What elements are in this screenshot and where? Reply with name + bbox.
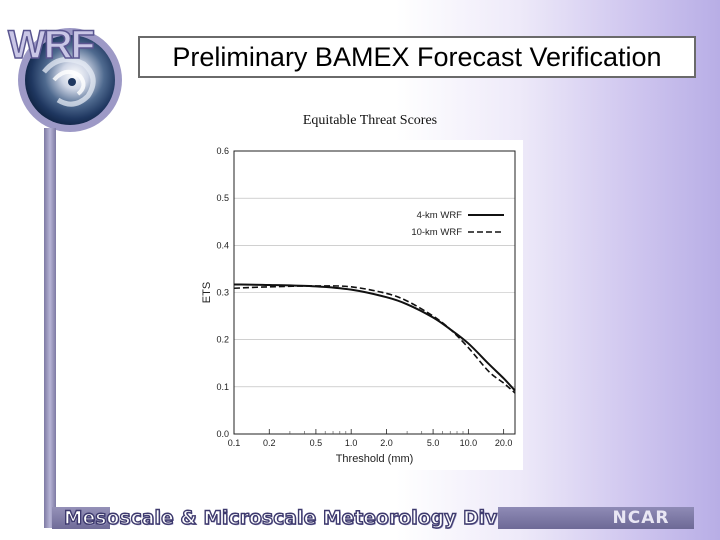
x-tick-label: 10.0 <box>460 438 478 448</box>
logo-text: WRF <box>8 23 94 67</box>
x-tick-label: 2.0 <box>380 438 393 448</box>
division-name: Mesoscale & Microscale Meteorology Divis… <box>63 507 548 529</box>
wrf-logo: WRF <box>0 0 125 135</box>
legend-label: 10-km WRF <box>411 227 462 238</box>
y-tick-label: 0.6 <box>216 146 229 156</box>
chart-title: Equitable Threat Scores <box>302 113 438 128</box>
x-tick-label: 0.5 <box>310 438 323 448</box>
y-tick-label: 0.1 <box>216 382 229 392</box>
wrf-logo-graphic: WRF <box>7 22 122 132</box>
chart-area: 0.1 0.2 0.5 1.0 2.0 5.0 10.0 20.0 0.0 0.1 0.2 0.3 0… <box>198 140 523 470</box>
x-tick-label: 1.0 <box>345 438 358 448</box>
grid-layer <box>234 150 515 435</box>
y-tick-label: 0.4 <box>216 240 229 250</box>
slide-title: Preliminary BAMEX Forecast Verification <box>172 41 662 72</box>
sidebar-bar <box>44 128 56 528</box>
footer-band-right <box>498 507 694 529</box>
y-tick-label: 0.5 <box>216 193 229 203</box>
title-box: Preliminary BAMEX Forecast Verification <box>138 36 696 78</box>
ncar-logo-text: NCAR <box>612 508 670 528</box>
footer-band-left <box>52 507 110 529</box>
y-axis-label: ETS <box>201 282 213 303</box>
y-tick-label: 0.3 <box>216 288 229 298</box>
y-tick-label: 0.2 <box>216 335 229 345</box>
series-line-1 <box>233 283 516 392</box>
x-tick-label: 5.0 <box>427 438 440 448</box>
legend: 4-km WRF 10-km WRF <box>411 210 504 238</box>
x-tick-label: 0.1 <box>228 438 241 448</box>
series-line-2 <box>233 285 516 394</box>
x-axis-label: Threshold (mm) <box>336 453 414 465</box>
y-ticks-layer: 0.0 0.1 0.2 0.3 0.4 0.5 0.6 <box>216 146 229 439</box>
x-tick-label: 0.2 <box>263 438 276 448</box>
x-tick-label: 20.0 <box>495 438 513 448</box>
y-tick-label: 0.0 <box>216 429 229 439</box>
ets-chart: 0.1 0.2 0.5 1.0 2.0 5.0 10.0 20.0 0.00.10.20.30… <box>201 146 516 465</box>
legend-label: 4-km WRF <box>417 210 463 221</box>
x-ticks-layer: 0.1 0.2 0.5 1.0 2.0 5.0 10.0 20.0 <box>228 429 513 448</box>
plot-frame <box>233 150 516 435</box>
series-layer <box>233 283 516 394</box>
